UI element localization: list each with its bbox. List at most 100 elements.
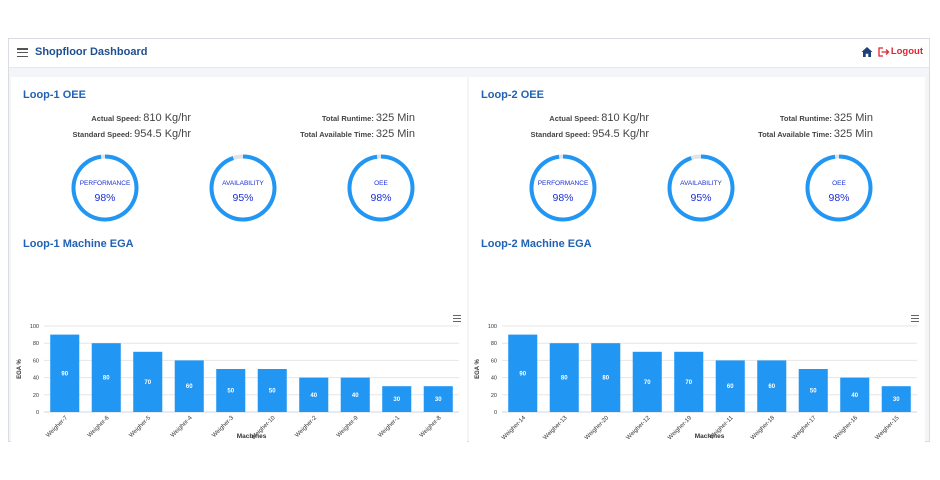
total-available-value: 325 Min [833,128,873,140]
oee-value: 98% [828,192,850,204]
gauge-fill-arc [71,154,139,222]
bar[interactable] [674,351,704,412]
x-tick-label: Weigher-9 [336,415,360,439]
availability-ring [667,154,735,222]
x-tick-label: Weigher-2 [294,415,318,439]
gauge-fill-arc [209,154,277,222]
bar-data-label: 70 [685,380,692,386]
bar[interactable] [757,360,787,412]
gauge-fill-arc [805,154,873,222]
standard-speed-value: 954.5 Kg/hr [592,128,649,140]
chart-menu-icon[interactable] [453,315,461,322]
bar[interactable] [133,351,163,412]
x-tick-label: Weigher-16 [833,415,860,442]
bar-data-label: 40 [352,393,359,399]
logout-icon [878,46,890,57]
loop-2-ega-chart: 0 20 40 60 80 100 90 Weigher-14 80 Weigher-13 80 We… [475,324,917,442]
x-tick-label: Weigher-12 [626,415,653,442]
performance-gauge: PERFORMANCE 98% [71,154,139,222]
bar[interactable] [340,377,370,412]
oee-label: OEE [374,180,388,187]
bar-data-label: 90 [519,371,526,377]
bar[interactable] [798,369,828,412]
y-axis-title: EGA % [475,358,481,378]
loop-1-oee-title: Loop-1 OEE [23,89,86,101]
total-runtime-label: Total Runtime: [779,114,832,123]
bar[interactable] [382,386,412,412]
loop-1-total-runtime: Total Runtime: 325 Min [322,112,415,124]
standard-speed-label: Standard Speed: [530,130,591,139]
bar[interactable] [299,377,329,412]
home-icon[interactable] [861,46,873,58]
availability-value: 95% [232,192,254,204]
x-tick-label: Weigher-20 [584,415,611,442]
y-tick-label: 60 [491,358,497,364]
loop-2-total-runtime: Total Runtime: 325 Min [780,112,873,124]
availability-gauge: AVAILABILITY 95% [667,154,735,222]
logout-button[interactable]: Logout [878,46,923,57]
x-axis-title: Machines [695,433,725,440]
y-tick-label: 80 [33,341,39,347]
bar-data-label: 60 [186,384,193,390]
oee-gauge: OEE 98% [805,154,873,222]
app-title: Shopfloor Dashboard [35,46,148,58]
x-tick-label: Weigher-17 [792,415,819,442]
oee-value: 98% [370,192,392,204]
x-axis-title: Machines [237,433,267,440]
y-tick-label: 80 [491,341,497,347]
bar[interactable] [91,343,121,412]
actual-speed-value: 810 Kg/hr [601,112,649,124]
loop-2-total-available-time: Total Available Time: 325 Min [758,128,873,140]
x-tick-label: Weigher-14 [501,415,528,442]
x-tick-label: Weigher-19 [667,415,694,442]
bar[interactable] [881,386,911,412]
bar[interactable] [508,334,538,412]
x-tick-label: Weigher-1 [377,415,401,439]
loop-1-actual-speed: Actual Speed: 810 Kg/hr [91,112,191,124]
bar[interactable] [840,377,870,412]
total-available-label: Total Available Time: [300,130,374,139]
bar[interactable] [715,360,745,412]
standard-speed-label: Standard Speed: [72,130,133,139]
chart-menu-icon[interactable] [911,315,919,322]
gauge-fill-arc [347,154,415,222]
loop-2-panel: Loop-2 OEE Actual Speed: 810 Kg/hr Standa… [469,77,925,443]
bar[interactable] [549,343,579,412]
x-tick-label: Weigher-3 [211,415,235,439]
performance-label: PERFORMANCE [537,180,589,187]
bar[interactable] [174,360,204,412]
x-tick-label: Weigher-18 [750,415,777,442]
bar[interactable] [423,386,453,412]
availability-value: 95% [690,192,712,204]
bar[interactable] [591,343,621,412]
total-available-label: Total Available Time: [758,130,832,139]
oee-label: OEE [832,180,846,187]
hamburger-menu-icon[interactable] [17,48,28,58]
availability-label: AVAILABILITY [222,180,264,187]
loop-1-standard-speed: Standard Speed: 954.5 Kg/hr [73,128,191,140]
bar-data-label: 40 [851,393,858,399]
bar-data-label: 60 [727,384,734,390]
total-runtime-label: Total Runtime: [321,114,374,123]
logout-label: Logout [890,46,923,57]
x-tick-label: Weigher-5 [128,415,152,439]
y-tick-label: 0 [494,410,497,416]
actual-speed-label: Actual Speed: [91,114,142,123]
oee-gauge: OEE 98% [347,154,415,222]
availability-gauge: AVAILABILITY 95% [209,154,277,222]
x-tick-label: Weigher-4 [170,415,194,439]
loop-2-standard-speed: Standard Speed: 954.5 Kg/hr [531,128,649,140]
bar[interactable] [632,351,662,412]
bar-data-label: 30 [435,397,442,403]
dashboard-frame: Shopfloor Dashboard Logout Loop-1 OEE Ac… [8,38,930,443]
oee-ring [347,154,415,222]
loop-2-oee-title: Loop-2 OEE [481,89,544,101]
bar[interactable] [216,369,246,412]
bar[interactable] [257,369,287,412]
gauge-fill-arc [667,154,735,222]
bar-data-label: 80 [103,376,110,382]
bar-data-label: 40 [310,393,317,399]
performance-ring [529,154,597,222]
bar[interactable] [50,334,80,412]
bar-data-label: 70 [144,380,151,386]
